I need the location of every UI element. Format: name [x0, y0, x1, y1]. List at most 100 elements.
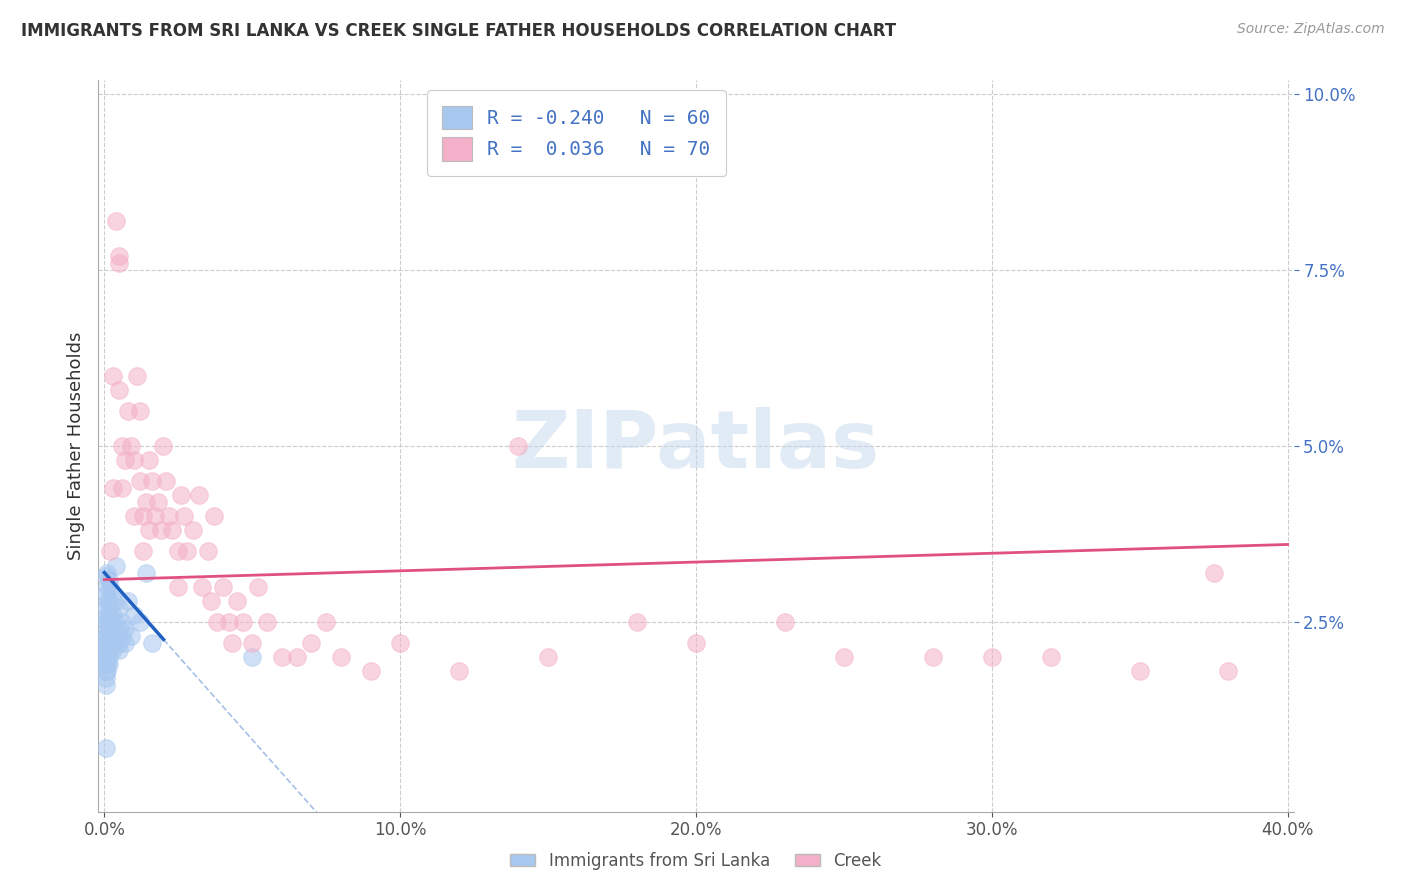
Point [94, 629, 117, 643]
Point [135, 566, 157, 580]
Point [122, 453, 145, 467]
Point [626, 615, 648, 629]
Point [240, 650, 263, 665]
Point [105, 636, 128, 650]
Point [103, 368, 125, 383]
Point [1218, 664, 1240, 678]
Point [94, 615, 117, 629]
Point [162, 524, 184, 538]
Point [96, 657, 118, 671]
Point [360, 664, 382, 678]
Point [1202, 566, 1225, 580]
Point [108, 643, 131, 657]
Point [94, 741, 117, 756]
Point [205, 615, 228, 629]
Point [94, 657, 117, 671]
Point [157, 509, 180, 524]
Point [97, 643, 120, 657]
Point [94, 600, 117, 615]
Point [191, 580, 214, 594]
Point [108, 636, 131, 650]
Point [97, 636, 120, 650]
Point [97, 615, 120, 629]
Point [96, 580, 118, 594]
Point [508, 439, 530, 453]
Point [98, 636, 121, 650]
Point [128, 474, 150, 488]
Point [173, 509, 195, 524]
Point [188, 488, 211, 502]
Point [232, 615, 254, 629]
Point [146, 495, 169, 509]
Point [108, 622, 131, 636]
Point [773, 615, 796, 629]
Point [132, 509, 155, 524]
Point [125, 368, 148, 383]
Point [167, 580, 190, 594]
Point [103, 587, 125, 601]
Point [94, 650, 117, 665]
Point [832, 650, 855, 665]
Point [96, 636, 118, 650]
Point [117, 404, 139, 418]
Point [176, 544, 198, 558]
Point [221, 636, 243, 650]
Point [122, 509, 145, 524]
Point [685, 636, 707, 650]
Point [96, 643, 118, 657]
Point [218, 615, 240, 629]
Legend: Immigrants from Sri Lanka, Creek: Immigrants from Sri Lanka, Creek [503, 846, 889, 877]
Y-axis label: Single Father Households: Single Father Households [66, 332, 84, 560]
Point [330, 650, 353, 665]
Point [96, 622, 118, 636]
Point [108, 256, 131, 270]
Point [94, 587, 117, 601]
Point [105, 214, 128, 228]
Point [270, 650, 292, 665]
Point [111, 615, 134, 629]
Point [105, 593, 128, 607]
Point [105, 615, 128, 629]
Point [94, 569, 117, 583]
Point [240, 636, 263, 650]
Point [285, 650, 308, 665]
Point [132, 544, 155, 558]
Point [114, 453, 136, 467]
Point [128, 404, 150, 418]
Point [299, 636, 322, 650]
Point [181, 524, 204, 538]
Point [98, 622, 121, 636]
Text: IMMIGRANTS FROM SRI LANKA VS CREEK SINGLE FATHER HOUSEHOLDS CORRELATION CHART: IMMIGRANTS FROM SRI LANKA VS CREEK SINGL… [21, 22, 896, 40]
Point [98, 600, 121, 615]
Point [389, 636, 412, 650]
Point [103, 629, 125, 643]
Point [114, 636, 136, 650]
Point [97, 657, 120, 671]
Point [143, 509, 166, 524]
Point [921, 650, 943, 665]
Point [98, 544, 121, 558]
Point [200, 593, 222, 607]
Point [111, 439, 134, 453]
Point [120, 439, 142, 453]
Point [96, 629, 118, 643]
Point [97, 607, 120, 622]
Point [1039, 650, 1062, 665]
Point [94, 678, 117, 692]
Point [114, 622, 136, 636]
Point [197, 544, 219, 558]
Point [97, 573, 120, 587]
Point [103, 481, 125, 495]
Point [138, 453, 160, 467]
Point [202, 509, 225, 524]
Point [170, 488, 193, 502]
Point [94, 664, 117, 678]
Point [211, 580, 233, 594]
Point [108, 600, 131, 615]
Point [256, 615, 278, 629]
Point [96, 615, 118, 629]
Point [122, 607, 145, 622]
Point [155, 474, 177, 488]
Point [141, 636, 163, 650]
Point [138, 524, 160, 538]
